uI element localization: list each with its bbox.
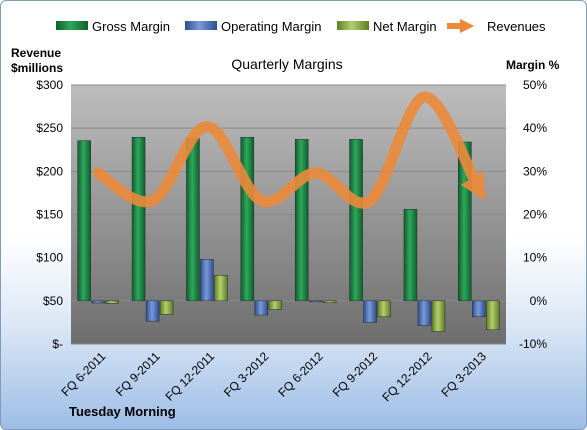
x-tick-label: FQ 12-2011 [163,349,218,404]
legend-swatch-gross-margin [56,21,88,30]
legend: Gross Margin Operating Margin Net Margin… [56,18,546,34]
left-tick-label: $- [52,337,63,351]
right-tick-label: -10% [519,337,547,351]
bar-gross-margin [349,139,363,302]
x-tick-label: FQ 3-2012 [221,349,272,400]
bar-operating-margin [91,300,105,304]
legend-label-net-margin: Net Margin [373,19,437,34]
x-axis-ticks: FQ 6-2011 FQ 9-2011 FQ 12-2011 FQ 3-2012 FQ … [58,349,489,404]
right-tick-label: 10% [523,251,547,265]
bar-gross-margin [131,136,146,302]
bar-net-margin [268,300,283,310]
right-tick-label: 0% [530,294,548,308]
bar-operating-margin [254,300,269,316]
x-tick-label: FQ 6-2011 [58,349,108,399]
legend-label-gross-margin: Gross Margin [92,19,170,34]
x-tick-label: FQ 9-2011 [113,349,163,399]
bar-gross-margin [186,138,200,302]
bar-operating-margin [417,300,432,326]
bar-operating-margin [363,300,377,323]
bar-operating-margin [472,300,486,318]
legend-label-operating-margin: Operating Margin [221,19,321,34]
right-tick-label: 20% [523,208,547,222]
legend-swatch-operating-margin [185,21,217,30]
left-tick-label: $50 [43,294,63,308]
left-tick-label: $100 [36,251,63,265]
right-tick-label: 40% [523,121,547,135]
x-tick-label: FQ 3-2013 [438,349,489,400]
x-tick-label: FQ 9-2012 [330,349,381,400]
bar-gross-margin [77,140,91,302]
left-tick-label: $200 [36,164,63,178]
left-axis-ticks: $- $50 $100 $150 $200 $250 $300 [36,78,63,351]
bar-operating-margin [200,259,214,302]
bar-net-margin [159,300,174,315]
left-axis-title-line2: $millions [11,61,63,75]
right-axis-title: Margin % [506,58,560,72]
bar-gross-margin [294,139,309,302]
left-tick-label: $250 [36,121,63,135]
left-tick-label: $150 [36,208,63,222]
x-tick-label: FQ 6-2012 [275,349,326,400]
bar-gross-margin [403,209,418,302]
bar-operating-margin [145,300,160,322]
bar-gross-margin [240,136,255,302]
bar-net-margin [486,300,500,331]
right-axis-ticks: -10% 0% 10% 20% 30% 40% 50% [519,78,547,351]
right-tick-label: 30% [523,164,547,178]
bar-net-margin [105,300,119,304]
bar-net-margin [377,300,391,318]
x-tick-label: FQ 12-2012 [379,349,434,404]
bar-net-margin [431,300,446,332]
revenue-line [92,91,486,209]
left-tick-label: $300 [36,78,63,92]
company-name: Tuesday Morning [69,404,176,419]
bar-operating-margin [308,300,323,303]
bar-net-margin [214,275,228,302]
left-axis-title-line1: Revenue [11,46,61,60]
bar-net-margin [322,300,337,303]
chart-title: Quarterly Margins [231,56,342,72]
legend-swatch-net-margin [337,21,369,30]
right-tick-label: 50% [523,78,547,92]
legend-label-revenues: Revenues [487,19,546,34]
